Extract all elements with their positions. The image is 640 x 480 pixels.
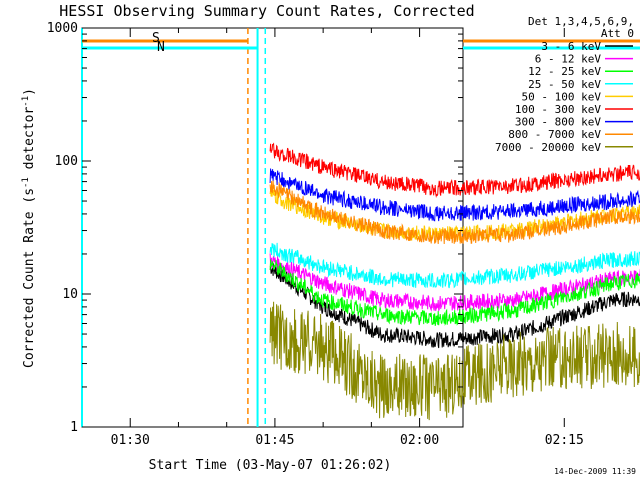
marker-s-label: S xyxy=(152,31,160,46)
series-line-6 xyxy=(269,168,640,222)
x-tick-label-0: 01:30 xyxy=(111,433,150,448)
series-line-5 xyxy=(269,142,640,198)
series-line-0 xyxy=(269,263,640,349)
legend-label-8: 7000 - 20000 keV xyxy=(495,141,601,154)
marker-n-label: N xyxy=(157,40,165,55)
y-axis-label-sup1: -1 xyxy=(21,177,31,188)
chart-title: HESSI Observing Summary Count Rates, Cor… xyxy=(59,2,474,20)
legend-header-1: Det 1,3,4,5,6,9, xyxy=(528,15,634,28)
y-tick-label-0: 1 xyxy=(70,420,78,435)
y-tick-label-1: 10 xyxy=(62,287,78,302)
x-axis-label: Start Time (03-May-07 01:26:02) xyxy=(149,458,392,473)
legend-label-4: 50 - 100 keV xyxy=(522,90,602,103)
legend-label-2: 12 - 25 keV xyxy=(528,65,601,78)
plot-frame xyxy=(81,27,464,428)
legend-label-3: 25 - 50 keV xyxy=(528,78,601,91)
x-tick-label-1: 01:45 xyxy=(255,433,294,448)
x-tick-label-3: 02:15 xyxy=(545,433,584,448)
series-line-3 xyxy=(269,242,640,289)
y-axis-label: Corrected Count Rate (s-1 detector-1) xyxy=(21,88,37,368)
y-axis-ticks: 1 10 100 1000 xyxy=(47,21,463,435)
orbit-bars xyxy=(81,28,640,427)
legend-label-7: 800 - 7000 keV xyxy=(508,128,601,141)
y-tick-label-2: 100 xyxy=(55,154,78,169)
legend-label-0: 3 - 6 keV xyxy=(541,40,601,53)
legend-header-2: Att 0 xyxy=(601,27,634,40)
legend-label-1: 6 - 12 keV xyxy=(535,53,602,66)
y-axis-label-part3: ) xyxy=(22,88,37,96)
series-lines xyxy=(269,142,640,421)
legend-label-6: 300 - 800 keV xyxy=(515,116,601,129)
series-line-7 xyxy=(269,180,640,245)
plot-border xyxy=(81,27,464,428)
y-axis-label-sup2: -1 xyxy=(21,96,31,107)
series-line-2 xyxy=(269,259,640,326)
legend-label-5: 100 - 300 keV xyxy=(515,103,601,116)
timestamp: 14-Dec-2009 11:39 xyxy=(554,467,636,476)
series-line-1 xyxy=(269,253,640,313)
y-axis-label-part2: detector xyxy=(22,107,37,178)
y-axis-label-part1: Corrected Count Rate (s xyxy=(22,188,37,368)
series-line-8 xyxy=(269,301,640,421)
y-tick-label-3: 1000 xyxy=(47,21,78,36)
x-tick-label-2: 02:00 xyxy=(400,433,439,448)
